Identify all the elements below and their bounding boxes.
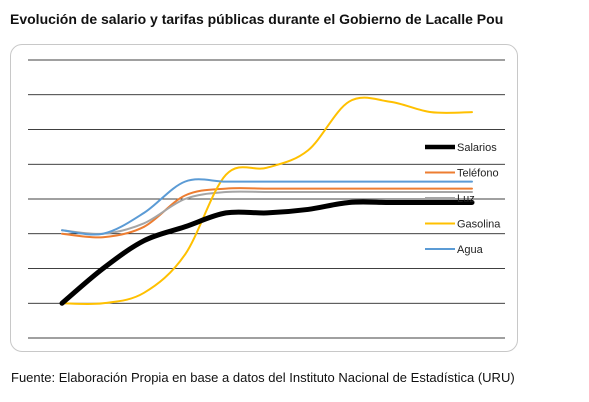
legend-label-salarios: Salarios bbox=[457, 142, 497, 154]
series-line-luz bbox=[61, 190, 473, 235]
series-line-salarios bbox=[59, 199, 475, 306]
source-note: Fuente: Elaboración Propia en base a dat… bbox=[11, 370, 515, 385]
legend-label-luz: Luz bbox=[457, 193, 475, 205]
legend-label-gasolina: Gasolina bbox=[457, 219, 501, 231]
chart-title: Evolución de salario y tarifas públicas … bbox=[10, 11, 504, 27]
series-line-gasolina bbox=[61, 96, 473, 306]
series-line-agua bbox=[61, 178, 473, 236]
legend: Salarios Teléfono Luz Gasolina Agua bbox=[425, 142, 501, 256]
series-lines bbox=[59, 96, 475, 306]
gridlines bbox=[28, 59, 505, 339]
series-line-telefono bbox=[61, 187, 473, 239]
legend-label-agua: Agua bbox=[457, 244, 484, 256]
legend-label-telefono: Teléfono bbox=[457, 168, 499, 180]
